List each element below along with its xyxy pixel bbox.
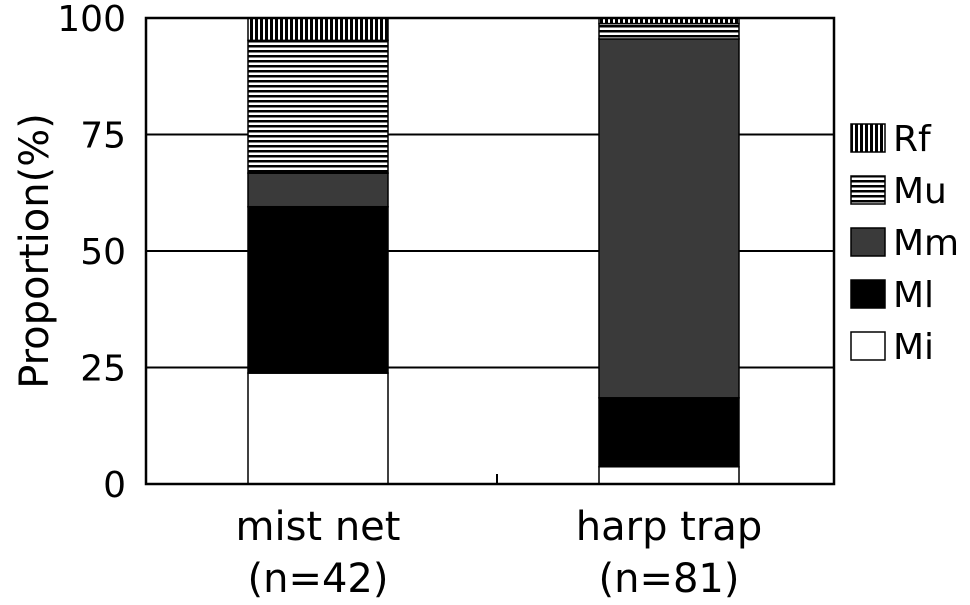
bars (247, 17, 740, 485)
y-axis-ticks: 0 25 50 75 100 (57, 0, 126, 506)
x-axis-labels: mist net (n=42) harp trap (n=81) (236, 504, 763, 602)
legend-label-mm: Mm (893, 223, 959, 264)
legend-label-ml: Ml (893, 275, 934, 316)
bar-segment-rf-1 (247, 17, 389, 42)
y-tick-label-0: 0 (103, 465, 126, 506)
bar-segment-mi-2 (598, 466, 740, 485)
x-tick-sublabel-1: (n=42) (248, 556, 389, 602)
y-tick-label-100: 100 (57, 0, 126, 40)
legend-swatch-mi (850, 331, 886, 361)
x-tick-sublabel-2: (n=81) (599, 556, 740, 602)
bar-segment-mm-2 (598, 38, 740, 399)
x-tick-label-2: harp trap (576, 504, 762, 550)
plot-frame (144, 16, 836, 486)
legend-swatch-mm (850, 227, 886, 257)
legend-swatch-rf (850, 123, 886, 153)
y-tick-label-50: 50 (80, 232, 126, 273)
legend-swatch-ml (850, 279, 886, 309)
bar-segment-mm-1 (247, 172, 389, 208)
legend: Rf Mu Mm Ml Mi (850, 119, 959, 368)
bar-segment-mu-2 (598, 22, 740, 40)
bar-segment-mi-1 (247, 372, 389, 485)
y-axis-label: Proportion(%) (12, 113, 58, 389)
legend-label-mi: Mi (893, 327, 934, 368)
legend-swatch-mu (850, 175, 886, 205)
y-tick-label-25: 25 (80, 349, 126, 390)
bar-segment-ml-2 (598, 397, 740, 468)
bar-segment-ml-1 (247, 205, 389, 374)
y-tick-label-75: 75 (80, 116, 126, 157)
x-tick-label-1: mist net (236, 504, 401, 550)
legend-label-rf: Rf (893, 119, 932, 160)
legend-label-mu: Mu (893, 171, 947, 212)
bar-segment-mu-1 (247, 39, 389, 174)
